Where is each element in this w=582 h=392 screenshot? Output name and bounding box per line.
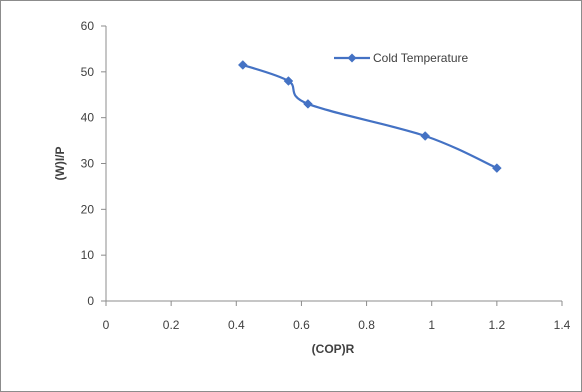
y-tick-label: 40 bbox=[81, 111, 95, 125]
data-point-marker bbox=[283, 76, 294, 86]
y-axis-title: (W)I/P bbox=[53, 147, 67, 181]
data-point-marker bbox=[420, 131, 431, 141]
series-group bbox=[237, 60, 502, 173]
y-tick-label: 60 bbox=[81, 19, 95, 33]
x-tick-label: 1 bbox=[428, 318, 435, 332]
x-tick-label: 0 bbox=[103, 318, 110, 332]
legend-label: Cold Temperature bbox=[373, 51, 468, 65]
legend: Cold Temperature bbox=[334, 51, 468, 65]
x-tick-label: 1.2 bbox=[489, 318, 506, 332]
x-tick-label: 0.2 bbox=[163, 318, 180, 332]
y-ticks: 0 10 20 30 40 50 60 bbox=[81, 19, 106, 308]
series-line bbox=[242, 63, 498, 170]
x-tick-label: 1.4 bbox=[554, 318, 571, 332]
y-tick-label: 30 bbox=[81, 157, 95, 171]
x-ticks: 0 0.2 0.4 0.6 0.8 1 1.2 1.4 bbox=[103, 301, 571, 332]
x-tick-label: 0.8 bbox=[358, 318, 375, 332]
legend-marker bbox=[347, 53, 357, 63]
axes bbox=[105, 26, 562, 302]
y-tick-label: 0 bbox=[87, 294, 94, 308]
x-tick-label: 0.4 bbox=[228, 318, 245, 332]
data-point-marker bbox=[492, 163, 502, 173]
data-point-marker bbox=[237, 60, 248, 70]
x-tick-label: 0.6 bbox=[293, 318, 310, 332]
y-tick-label: 20 bbox=[81, 202, 95, 216]
y-tick-label: 10 bbox=[81, 248, 95, 262]
y-tick-label: 50 bbox=[81, 65, 95, 79]
data-point-marker bbox=[303, 99, 313, 109]
x-axis-title: (COP)R bbox=[312, 342, 355, 356]
